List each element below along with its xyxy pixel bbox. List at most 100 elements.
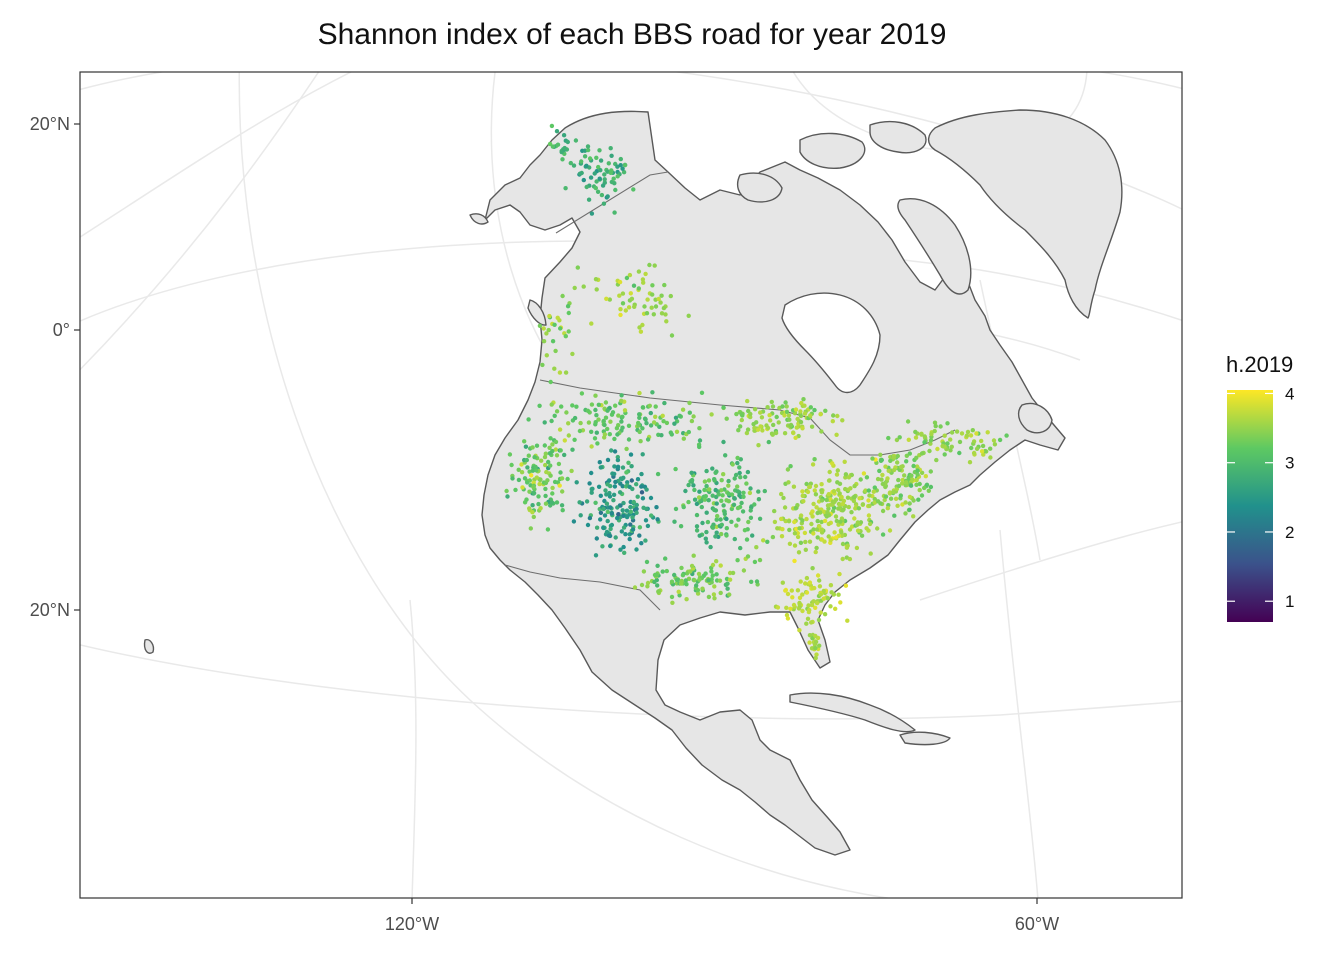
survey-point — [735, 505, 741, 511]
survey-point — [813, 633, 818, 639]
survey-point — [590, 486, 595, 491]
survey-point — [587, 156, 593, 161]
survey-point — [840, 418, 845, 423]
survey-point — [650, 390, 655, 395]
survey-point — [822, 612, 828, 617]
survey-point — [800, 592, 805, 597]
survey-point — [909, 473, 914, 478]
survey-point — [825, 503, 831, 508]
survey-point — [610, 410, 616, 415]
survey-point — [907, 501, 912, 506]
survey-point — [917, 481, 922, 487]
survey-point — [818, 412, 823, 417]
survey-point — [721, 439, 726, 445]
survey-point — [788, 464, 793, 469]
survey-point — [543, 501, 549, 506]
survey-point — [872, 500, 877, 505]
survey-point — [527, 489, 532, 494]
survey-point — [819, 527, 825, 532]
survey-point — [672, 421, 677, 426]
survey-point — [919, 432, 924, 437]
survey-point — [552, 322, 557, 327]
survey-point — [752, 502, 757, 507]
survey-point — [528, 526, 533, 531]
survey-point — [648, 410, 653, 416]
x-tick-label-120w: 120°W — [385, 914, 439, 934]
survey-point — [810, 462, 816, 467]
survey-point — [689, 563, 695, 569]
survey-point — [613, 403, 618, 408]
survey-point — [843, 583, 849, 588]
survey-point — [584, 163, 589, 168]
survey-point — [786, 480, 791, 485]
survey-point — [851, 498, 857, 504]
survey-point — [652, 263, 657, 268]
survey-point — [673, 415, 679, 420]
survey-point — [868, 551, 873, 556]
survey-point — [851, 494, 857, 500]
survey-point — [991, 438, 997, 443]
survey-point — [718, 590, 723, 596]
legend-title: h.2019 — [1226, 352, 1293, 377]
survey-point — [621, 170, 627, 175]
survey-point — [559, 503, 565, 508]
survey-point — [550, 442, 555, 447]
cuba — [789, 692, 916, 733]
survey-point — [598, 493, 603, 498]
survey-point — [767, 413, 772, 418]
survey-point — [746, 519, 751, 525]
survey-point — [703, 571, 708, 576]
survey-point — [504, 488, 509, 494]
survey-point — [949, 430, 955, 435]
survey-point — [772, 519, 778, 525]
aleutian-1 — [469, 213, 489, 225]
survey-point — [605, 426, 610, 432]
survey-point — [644, 311, 650, 316]
survey-point — [872, 496, 877, 502]
survey-point — [602, 172, 607, 177]
survey-point — [599, 192, 605, 198]
survey-point — [550, 144, 556, 149]
survey-point — [855, 528, 861, 533]
survey-point — [822, 509, 827, 514]
x-tick-label-60w: 60°W — [1015, 914, 1059, 934]
survey-point — [797, 601, 802, 607]
survey-point — [543, 462, 548, 468]
survey-point — [647, 403, 652, 408]
survey-point — [692, 487, 697, 493]
survey-point — [878, 501, 883, 506]
survey-point — [634, 510, 639, 515]
survey-point — [759, 415, 765, 420]
survey-point — [629, 464, 634, 469]
survey-point — [714, 501, 719, 506]
survey-point — [818, 610, 823, 615]
survey-point — [875, 476, 881, 482]
survey-point — [608, 543, 613, 549]
survey-point — [875, 526, 880, 531]
survey-point — [619, 529, 624, 534]
survey-point — [635, 477, 641, 482]
survey-point — [637, 415, 642, 420]
survey-point — [815, 518, 820, 524]
survey-point — [608, 419, 613, 424]
survey-point — [639, 471, 644, 477]
north-america-landmass — [481, 110, 1066, 856]
survey-point — [765, 539, 770, 544]
survey-point — [892, 513, 897, 518]
survey-point — [971, 439, 977, 444]
survey-point — [812, 457, 817, 462]
survey-point — [744, 430, 750, 436]
survey-point — [724, 498, 729, 503]
survey-point — [637, 429, 642, 435]
survey-point — [615, 432, 620, 437]
legend-tick-label: 1 — [1285, 592, 1294, 611]
survey-point — [541, 339, 547, 344]
survey-point — [540, 362, 545, 368]
survey-point — [624, 470, 629, 475]
survey-point — [543, 493, 548, 499]
survey-point — [830, 419, 835, 424]
survey-point — [737, 465, 742, 470]
survey-point — [770, 432, 775, 437]
survey-point — [602, 422, 607, 428]
survey-point — [547, 313, 552, 319]
